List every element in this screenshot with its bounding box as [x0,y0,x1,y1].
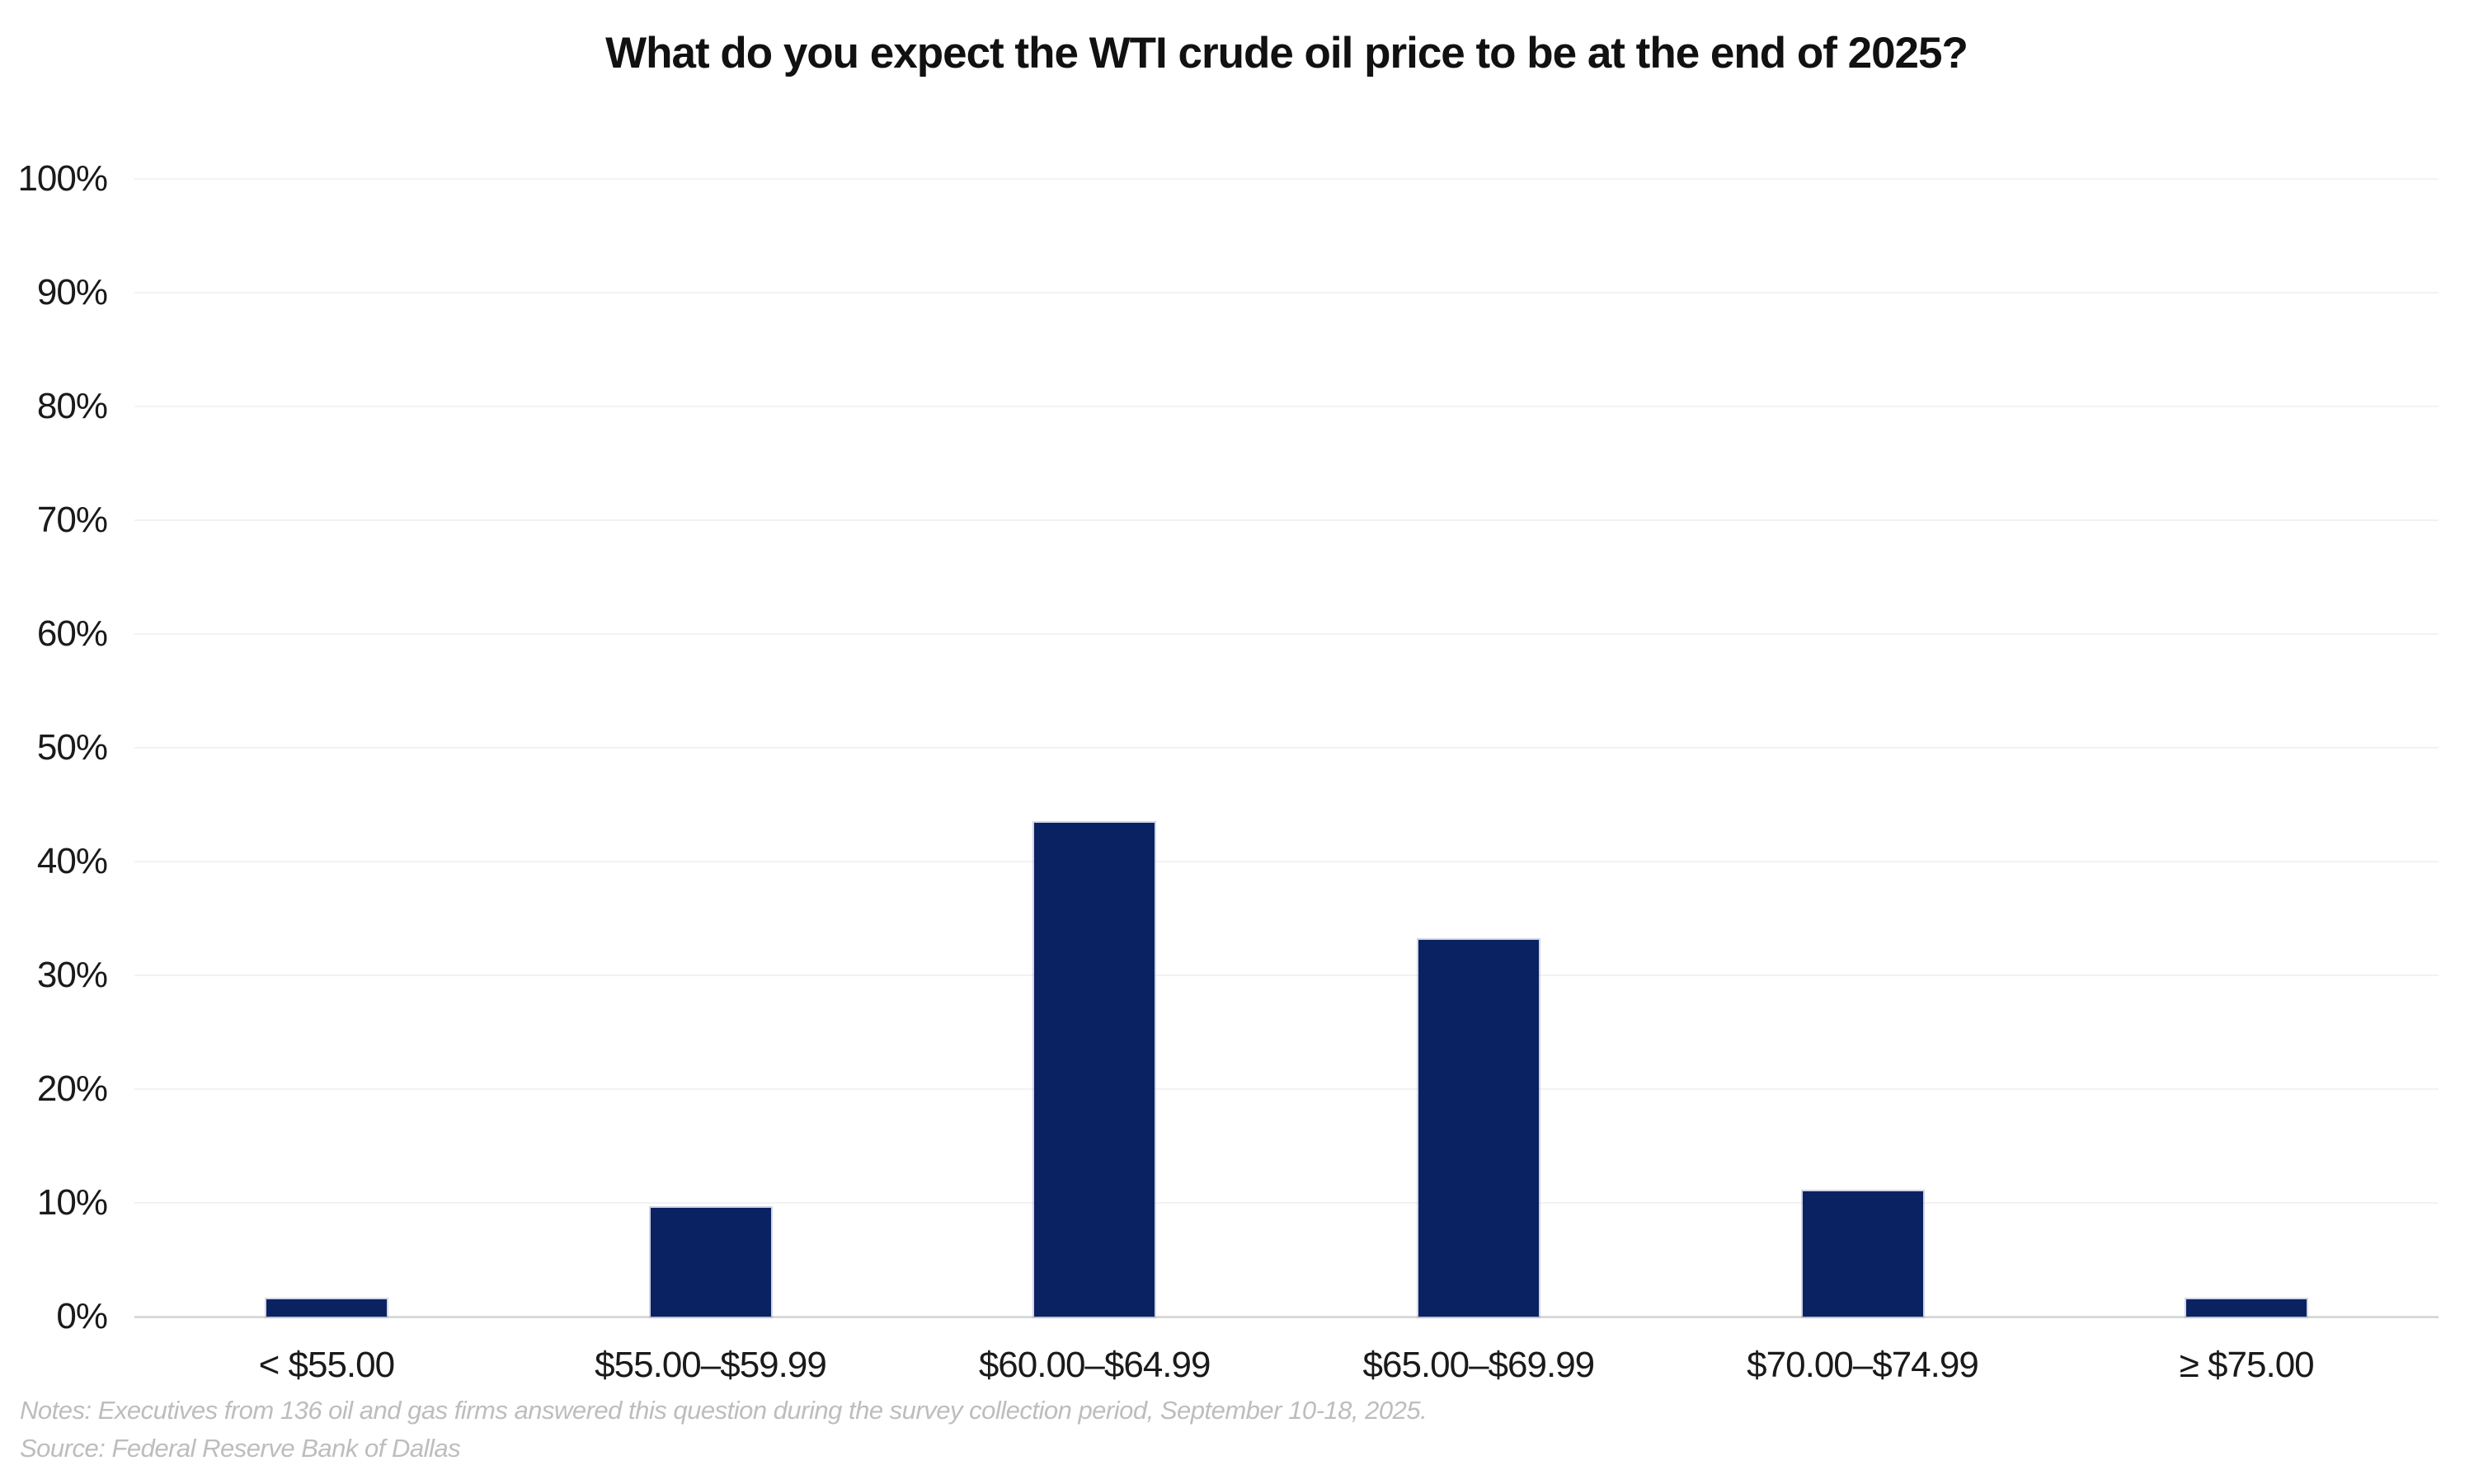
gridline [134,747,2439,749]
gridline [134,974,2439,976]
gridline [134,178,2439,180]
y-tick-label: 40% [36,841,108,881]
bar [1800,1190,1925,1318]
y-tick-label: 80% [36,386,108,426]
x-axis-label: $70.00–$74.99 [1747,1345,1979,1385]
gridline [134,406,2439,407]
x-axis-line [134,1316,2439,1318]
y-tick-label: 0% [56,1296,108,1336]
bar [648,1205,773,1319]
y-tick-label: 60% [36,613,108,654]
y-tick-label: 70% [36,500,108,540]
y-axis-tick-labels: 0% 10% 20% 30% 40% 50% 60% 70% 80% 90% 100% [0,161,108,1335]
gridline [134,1202,2439,1204]
bar [264,1298,388,1318]
gridline [134,633,2439,635]
y-tick-label: 90% [36,272,108,312]
chart-title: What do you expect the WTI crude oil pri… [605,29,1968,77]
chart-footer: Notes: Executives from 136 oil and gas f… [20,1392,2411,1468]
x-axis-label: < $55.00 [258,1345,395,1385]
y-tick-label: 100% [17,158,108,199]
gridline [134,1088,2439,1090]
y-tick-label: 20% [36,1068,108,1109]
y-tick-label: 30% [36,955,108,995]
gridline [134,292,2439,294]
gridline [134,519,2439,521]
bar [1032,821,1157,1318]
chart-notes: Notes: Executives from 136 oil and gas f… [20,1396,1427,1425]
y-tick-label: 10% [36,1182,108,1223]
x-axis-label: ≥ $75.00 [2179,1345,2315,1385]
x-axis-label: $65.00–$69.99 [1362,1345,1596,1385]
x-axis-category-labels: < $55.00 $55.00–$59.99 $60.00–$64.99 $65.00… [134,1342,2439,1400]
x-axis-label: $55.00–$59.99 [595,1345,827,1385]
bar [1416,938,1540,1318]
bar [2185,1298,2309,1318]
x-axis-label: $60.00–$64.99 [978,1345,1211,1385]
y-tick-label: 50% [36,727,108,768]
gridline [134,861,2439,862]
plot-area [134,178,2439,1319]
chart-source: Source: Federal Reserve Bank of Dallas [20,1434,461,1463]
